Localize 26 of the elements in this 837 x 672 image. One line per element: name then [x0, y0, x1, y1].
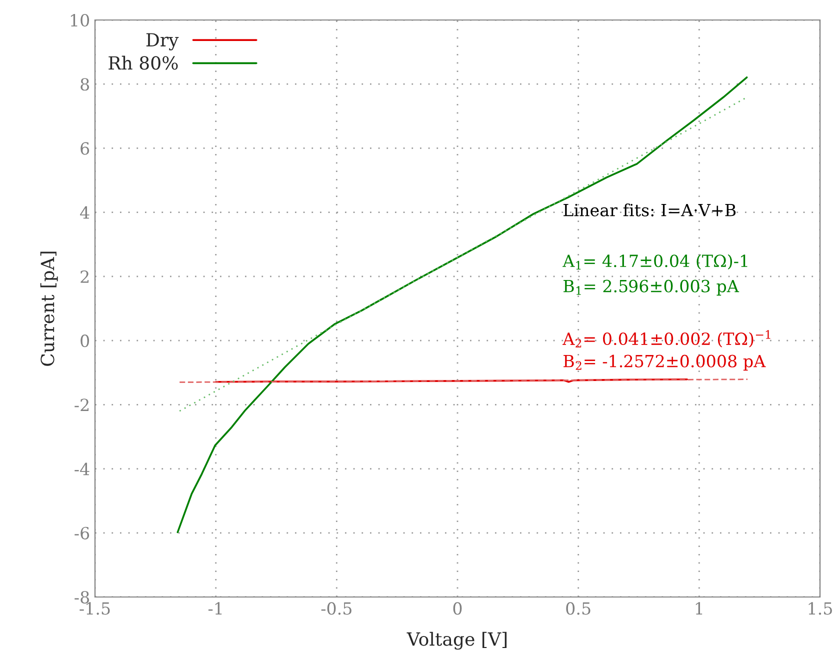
x-tick-label: -1	[208, 602, 222, 615]
annotation: B$_{2}$= -1.2572±0.0008 pA	[564, 354, 766, 371]
annotation: A$_{2}$= 0.041±0.002 (TΩ)$^{−1}$	[562, 330, 770, 348]
y-axis-title: Current [pA]	[40, 252, 58, 366]
y-tick-label: -8	[74, 590, 90, 604]
annotation: B$_{1}$= 2.596±0.003 pA	[564, 280, 740, 296]
x-axis-title: Voltage [V]	[406, 632, 507, 650]
y-tick-label: -6	[74, 526, 90, 540]
legend-label: Dry	[146, 33, 179, 50]
y-tick-label: 6	[80, 142, 90, 155]
annotation: Linear fits: I=A·V+B	[564, 204, 736, 216]
y-tick-label: 2	[80, 270, 89, 283]
x-tick-label: -0.5	[321, 602, 352, 615]
legend-label: Rh 80%	[108, 56, 178, 70]
x-tick-label: -1.5	[80, 602, 110, 615]
y-tick-label: 4	[80, 206, 90, 219]
annotation: A$_{1}$= 4.17±0.04 (TΩ)-1	[562, 254, 748, 270]
x-tick-label: 0.5	[566, 602, 590, 615]
y-tick-label: -4	[74, 462, 90, 476]
x-tick-label: 1	[696, 602, 702, 615]
x-tick-label: 0	[453, 602, 462, 615]
y-tick-label: 8	[80, 78, 90, 91]
x-tick-label: 1.5	[808, 602, 832, 615]
y-tick-label: 0	[80, 334, 90, 348]
y-tick-label: -2	[74, 398, 88, 411]
y-tick-label: 10	[70, 14, 90, 27]
